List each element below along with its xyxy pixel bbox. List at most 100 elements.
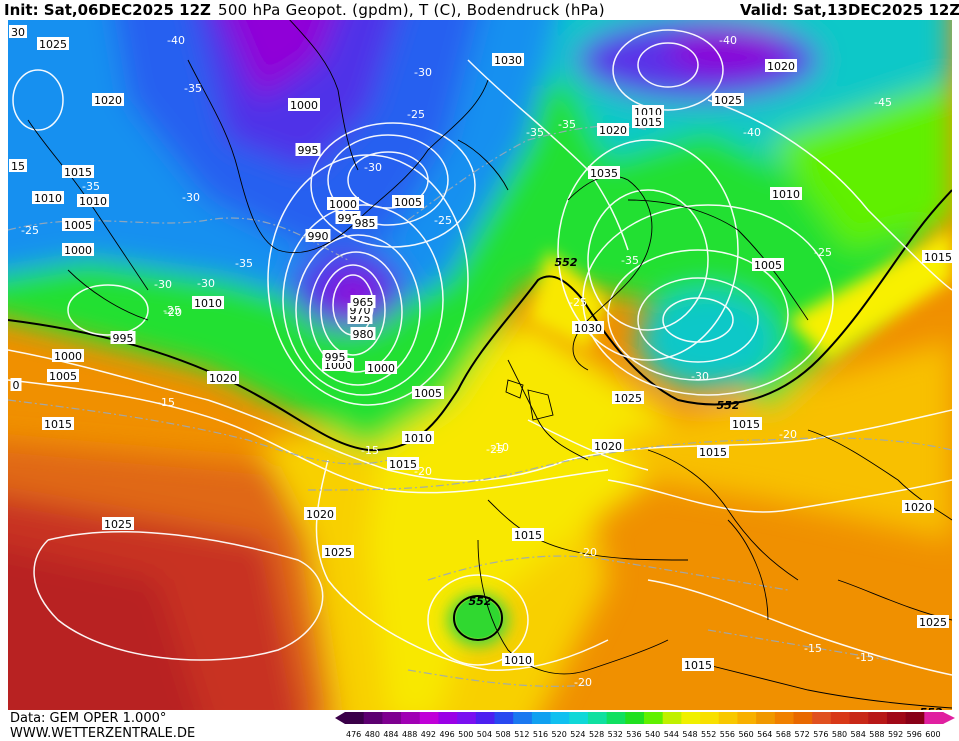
temperature-label-text: -40 [743,126,761,139]
temperature-label: -25 [486,443,504,456]
legend-arrow-left [335,712,345,724]
temperature-label-text: -30 [154,278,172,291]
legend-tick-label: 580 [832,730,847,739]
pressure-label: 1025 [37,37,69,51]
temperature-label-text: -40 [167,34,185,47]
legend-swatch [774,712,794,724]
legend-tick-label: 512 [514,730,529,739]
coastlines [27,20,952,709]
pressure-label: 965 [350,295,376,309]
pressure-label: 990 [305,229,331,243]
legend-tick-label: 592 [888,730,903,739]
pressure-label-text: 1020 [209,372,237,385]
pressure-label: 1005 [752,258,784,272]
valid-time: Valid: Sat,13DEC2025 12Z [740,1,959,19]
pressure-label-text: 1035 [590,167,618,180]
pressure-label: 1025 [712,93,744,107]
legend-tick-label: 532 [608,730,623,739]
pressure-label: 1000 [327,197,359,211]
pressure-label-text: 1015 [44,418,72,431]
legend-swatch [681,712,701,724]
pressure-label: 1010 [192,296,224,310]
legend-swatch [737,712,757,724]
height-label-text: 552 [555,256,578,269]
pressure-label: 30 [9,25,27,39]
legend-tick-label: 596 [907,730,922,739]
footer-bar: Data: GEM OPER 1.000° WWW.WETTERZENTRALE… [0,710,959,741]
temperature-label-text: -35 [82,180,100,193]
pressure-label: 1015 [922,250,952,264]
temperature-label-text: -25 [434,214,452,227]
isobars [8,29,952,676]
temperature-label: -45 [874,96,892,109]
legend-swatch [905,712,925,724]
pressure-label-text: 1020 [599,124,627,137]
pressure-label-text: 1030 [494,54,522,67]
temperature-label: -20 [414,465,432,478]
legend-tick-label: 572 [795,730,810,739]
pressure-label: 1020 [765,59,797,73]
pressure-label-text: 1015 [699,446,727,459]
pressure-label-text: 1025 [714,94,742,107]
temperature-label: -30 [364,161,382,174]
pressure-label: 1010 [77,194,109,208]
temperature-label: -25 [21,224,39,237]
temperature-label: -20 [164,306,182,319]
pressure-label: 1025 [612,391,644,405]
pressure-label: 1020 [902,500,934,514]
pressure-label-text: 1000 [290,99,318,112]
pressure-label: 1015 [62,165,94,179]
height-label: 552 [920,706,943,710]
legend-tick-label: 536 [626,730,641,739]
pressure-label-text: 990 [308,230,329,243]
legend-swatch [606,712,626,724]
temperature-label: -15 [856,651,874,664]
legend-tick-label: 576 [813,730,828,739]
pressure-label: 1015 [730,417,762,431]
temperature-label-text: -20 [414,465,432,478]
pressure-label: 1005 [62,218,94,232]
pressure-label-text: 1000 [64,244,92,257]
pressure-label: 1005 [392,195,424,209]
legend-tick-label: 564 [757,730,772,739]
legend-tick-label: 496 [439,730,454,739]
temperature-label: -30 [154,278,172,291]
temperature-label: -10 [491,441,509,454]
pressure-label: 1020 [592,439,624,453]
legend-swatch [382,712,402,724]
pressure-label: 1000 [62,243,94,257]
temperature-label: -40 [167,34,185,47]
legend-swatch [886,712,907,724]
pressure-label: 1015 [697,445,729,459]
pressure-label-text: 1005 [64,219,92,232]
legend-tick-label: 500 [458,730,473,739]
pressure-label: 995 [110,331,136,345]
legend-tick-label: 504 [477,730,492,739]
legend-tick-label: 560 [738,730,753,739]
pressure-label: 1035 [588,166,620,180]
pressure-label-text: 1030 [574,322,602,335]
legend-tick-label: 528 [589,730,604,739]
legend-swatch [625,712,645,724]
legend-tick-label: 480 [365,730,380,739]
temperature-label: -25 [814,246,832,259]
legend-swatch [345,712,365,724]
init-time: Init: Sat,06DEC2025 12Z [4,1,211,19]
temperature-label-text: -25 [21,224,39,237]
pressure-label-text: 1010 [404,432,432,445]
legend-swatch [494,712,514,724]
pressure-label-text: 1000 [367,362,395,375]
pressure-label-text: 995 [325,351,346,364]
temperature-label: -35 [621,254,639,267]
temperature-label: -25 [407,108,425,121]
pressure-label-text: 965 [353,296,374,309]
legend-swatch [587,712,608,724]
temperature-label-text: -25 [814,246,832,259]
temperature-label: -15 [157,396,175,409]
temperature-label-text: -25 [407,108,425,121]
pressure-label-text: 1015 [514,529,542,542]
height-label: 552 [555,256,578,269]
pressure-label: 995 [295,143,321,157]
legend-swatch [793,712,813,724]
